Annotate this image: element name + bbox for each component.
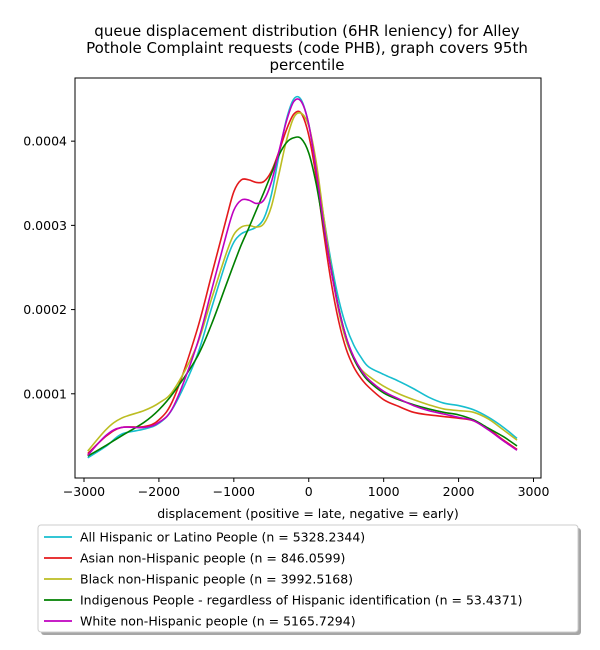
legend-label-1: All Hispanic or Latino People (n = 5328.… [80, 530, 365, 545]
x-tick-label: 2000 [443, 484, 475, 499]
plot-area-frame [74, 77, 542, 479]
x-tick-label: −2000 [138, 484, 180, 499]
legend-label-4: Indigenous People - regardless of Hispan… [80, 593, 523, 608]
chart-title-line-2: Pothole Complaint requests (code PHB), g… [86, 39, 528, 57]
y-tick-label: 0.0001 [23, 386, 67, 401]
series-line-2 [87, 110, 518, 455]
y-tick-label: 0.0004 [23, 134, 67, 149]
series-line-5 [87, 98, 518, 456]
chart-title-line-1: queue displacement distribution (6HR len… [94, 22, 519, 40]
legend-box [37, 524, 579, 633]
series-line-4 [87, 136, 518, 457]
x-axis: −3000 −2000 −1000 0 1000 2000 3000 [63, 478, 550, 499]
y-tick-label: 0.0002 [23, 302, 67, 317]
legend: All Hispanic or Latino People (n = 5328.… [37, 524, 581, 635]
series-line-3 [87, 111, 518, 452]
series-layer [87, 95, 518, 459]
legend-label-3: Black non-Hispanic people (n = 3992.5168… [80, 572, 353, 587]
legend-label-2: Asian non-Hispanic people (n = 846.0599) [80, 551, 345, 566]
x-tick-label: 1000 [368, 484, 400, 499]
chart-title-line-3: percentile [269, 56, 344, 74]
y-axis: 0.0001 0.0002 0.0003 0.0004 [23, 134, 75, 401]
series-line-1 [87, 95, 518, 459]
x-tick-label: −3000 [63, 484, 105, 499]
y-tick-label: 0.0003 [23, 218, 67, 233]
x-axis-label: displacement (positive = late, negative … [157, 506, 459, 521]
legend-label-5: White non-Hispanic people (n = 5165.7294… [80, 614, 356, 629]
x-tick-label: 0 [305, 484, 313, 499]
x-tick-label: −1000 [213, 484, 255, 499]
chart-title: queue displacement distribution (6HR len… [86, 22, 528, 74]
x-tick-label: 3000 [518, 484, 550, 499]
